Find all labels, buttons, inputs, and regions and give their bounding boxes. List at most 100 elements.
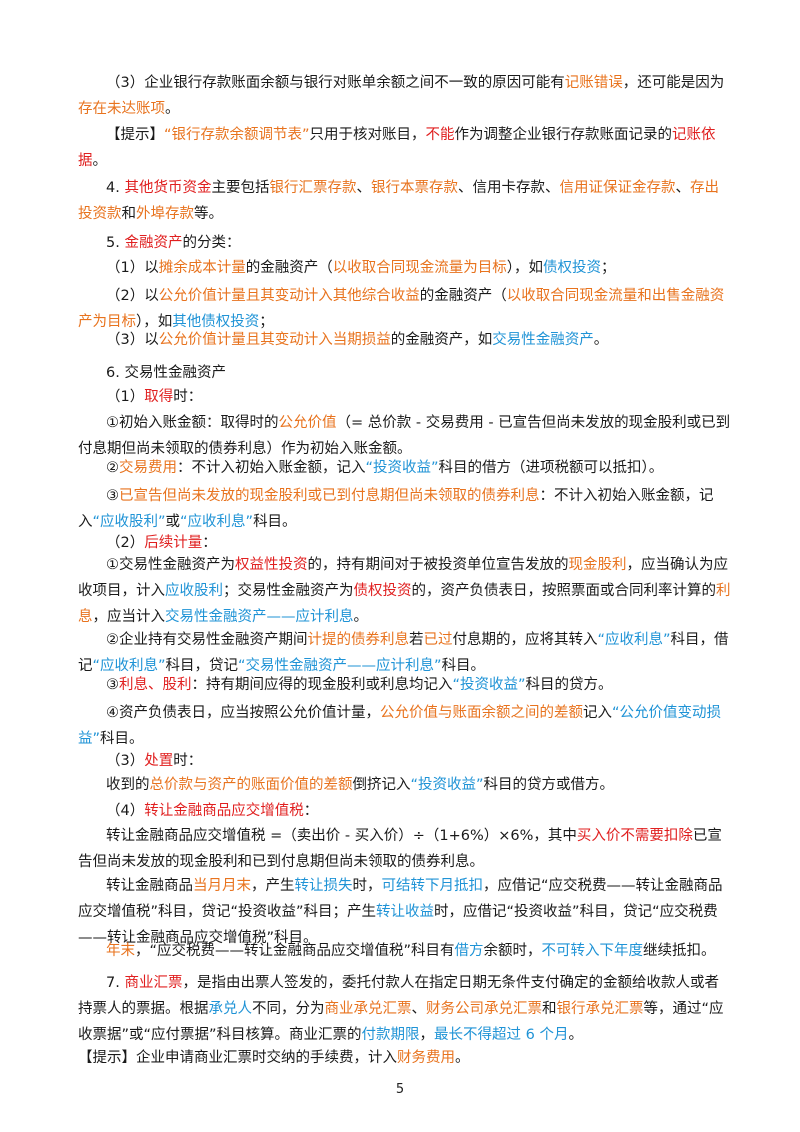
highlighted-text: 公允价值与账面余额之间的差额 [380, 705, 583, 721]
paragraph-6-2-a: ①交易性金融资产为权益性投资的，持有期间对于被投资单位宣告发放的现金股利，应当确… [78, 552, 732, 630]
highlighted-text: “投资收益” [365, 460, 439, 476]
highlighted-text: “公允价值变动损益” [78, 705, 722, 747]
text-run: 【提示】 [106, 127, 164, 143]
highlighted-text: 借方 [454, 943, 484, 959]
text-run: （4） [106, 803, 145, 819]
text-run: ： [202, 535, 217, 551]
page-number: 5 [395, 1082, 405, 1097]
text-run: （1）以 [106, 260, 159, 276]
text-run: ③ [106, 488, 119, 504]
paragraph-6-1-c: ③已宣告但尚未发放的现金股利或已到付息期但尚未领取的债券利息：不计入初始入账金额… [78, 483, 732, 535]
text-run: ； [600, 260, 616, 276]
text-run: 科目的贷方。 [525, 677, 613, 693]
text-run: 、 [411, 1001, 427, 1017]
paragraph-5-2: （2）以公允价值计量且其变动计入其他综合收益的金融资产（以收取合同现金流量和出售… [78, 283, 732, 335]
text-run: （1） [106, 389, 145, 405]
text-run: 或 [165, 514, 181, 530]
text-run: 的金融资产（ [245, 260, 333, 276]
text-run: （3）企业银行存款账面余额与银行对账单余额之间不一致的原因可能有 [106, 75, 565, 91]
text-run: 6. 交易性金融资产 [106, 365, 226, 381]
highlighted-text: 存在未达账项 [78, 101, 165, 117]
text-run: 和 [121, 206, 137, 222]
paragraph-6-4-a: 转让金融商品应交增值税 =（卖出价 - 买入价）÷（1+6%）×6%，其中买入价… [78, 823, 732, 875]
text-run: ），如 [136, 314, 173, 330]
highlighted-text: “应收利息” [180, 514, 254, 530]
text-run: 。 [165, 101, 180, 117]
highlighted-text: 外埠存款 [136, 206, 194, 222]
paragraph-5-3: （3）以公允价值计量且其变动计入当期损益的金融资产，如交易性金融资产。 [78, 327, 732, 353]
text-run: 的金融资产（ [419, 288, 507, 304]
text-run: 收到的 [106, 777, 150, 793]
highlighted-text: 最长不得超过 6 个月 [434, 1027, 569, 1043]
text-run: 转让金融商品应交增值税 =（卖出价 - 买入价）÷（1+6%）×6%，其中 [106, 828, 577, 844]
highlighted-text: 权益性投资 [235, 557, 308, 573]
text-run: 时， [352, 878, 382, 894]
text-run: 科目，贷记 [165, 658, 239, 674]
paragraph-5: 5. 金融资产的分类： [78, 230, 732, 256]
highlighted-text: 利息、股利 [119, 677, 192, 693]
text-run: （3）以 [106, 332, 159, 348]
highlighted-text: 付款期限 [361, 1027, 420, 1043]
highlighted-text: “投资收益” [410, 777, 484, 793]
highlighted-text: 公允价值计量且其变动计入其他综合收益 [158, 288, 420, 304]
text-run: 。 [92, 153, 108, 169]
text-run: 只用于核对账目， [309, 127, 426, 143]
highlighted-text: 转让损失 [294, 878, 353, 894]
highlighted-text: “交易性金融资产——应计利息” [238, 658, 442, 674]
highlighted-text: 处置 [144, 753, 174, 769]
text-run: 等，通过“应收票据”或“应付票据”科目核算。商业汇票的 [78, 1001, 724, 1043]
text-run: （= 总价款 - 交易费用 - 已宣告但尚未发放的现金股利或已到付息期但尚未领取… [78, 415, 731, 457]
highlighted-text: “应收利息” [597, 632, 671, 648]
highlighted-text: 当月月末 [193, 878, 251, 894]
text-run: 7. [106, 975, 125, 991]
highlighted-text: 信用证保证金存款 [559, 180, 676, 196]
text-run: ，应借记“应交税费——转让金融商品应交增值税”科目，贷记“投资收益”科目；产生 [78, 878, 723, 920]
text-run: 时，应借记“投资收益”科目，贷记“应交税费——转让金融商品应交增值税”科目。 [78, 904, 718, 946]
text-run: ①初始入账金额：取得时的 [106, 415, 279, 431]
paragraph-6: 6. 交易性金融资产 [78, 360, 732, 386]
highlighted-text: 交易费用 [119, 460, 177, 476]
highlighted-text: “投资收益” [452, 677, 526, 693]
highlighted-text: 商业承兑汇票 [324, 1001, 412, 1017]
highlighted-text: 公允价值 [278, 415, 337, 431]
text-run: 、 [675, 180, 690, 196]
text-run: 倒挤记入 [352, 777, 411, 793]
text-run: ：不计入初始入账金额，记入 [177, 460, 366, 476]
paragraph-6-4-c: 年末，“应交税费——转让金融商品应交增值税”科目有借方余额时，不可转入下年度继续… [78, 938, 732, 964]
text-run: ： [303, 803, 319, 819]
text-run: 和 [542, 1001, 557, 1017]
highlighted-text: 后续计量 [144, 535, 203, 551]
highlighted-text: 存出投资款 [78, 180, 719, 222]
paragraph-6-1: （1）取得时： [78, 384, 732, 410]
highlighted-text: 已宣告但尚未发放的现金股利或已到付息期但尚未领取的债券利息 [119, 488, 540, 504]
text-run: 4. [106, 180, 125, 196]
text-run: 继续抵扣。 [643, 943, 716, 959]
text-run: 科目。 [100, 731, 144, 747]
highlighted-text: 买入价不需要扣除 [576, 828, 693, 844]
text-run: 已宣告但尚未发放的现金股利和已到付息期但尚未领取的债券利息。 [78, 828, 722, 870]
text-run: ，还可能是因为 [622, 75, 725, 91]
text-run: 、 [356, 180, 371, 196]
paragraph-3-3: （3）企业银行存款账面余额与银行对账单余额之间不一致的原因可能有记账错误，还可能… [78, 70, 732, 122]
text-run: 5. [106, 235, 125, 251]
text-run: ， [419, 1027, 435, 1043]
text-run: 。 [568, 1027, 584, 1043]
text-run: ② [106, 460, 119, 476]
paragraph-6-4-b: 转让金融商品当月月末，产生转让损失时，可结转下月抵扣，应借记“应交税费——转让金… [78, 873, 732, 951]
text-run: ，“应交税费——转让金融商品应交增值税”科目有 [135, 943, 455, 959]
text-run: 的，持有期间对于被投资单位宣告发放的 [307, 557, 569, 573]
text-run: （3） [106, 753, 145, 769]
text-run: 的分类： [182, 235, 241, 251]
highlighted-text: 计提的债券利息 [307, 632, 410, 648]
text-run: （2）以 [106, 288, 159, 304]
highlighted-text: 不能 [425, 127, 455, 143]
highlighted-text: 银行汇票存款 [269, 180, 357, 196]
highlighted-text: 转让收益 [376, 904, 435, 920]
text-run: 记入 [583, 705, 612, 721]
highlighted-text: “应收利息” [92, 658, 166, 674]
highlighted-text: 银行承兑汇票 [556, 1001, 644, 1017]
paragraph-6-4: （4）转让金融商品应交增值税： [78, 798, 732, 824]
text-run: ；交易性金融资产为 [223, 583, 354, 599]
text-run: 科目的借方（进项税额可以抵扣）。 [438, 460, 664, 476]
